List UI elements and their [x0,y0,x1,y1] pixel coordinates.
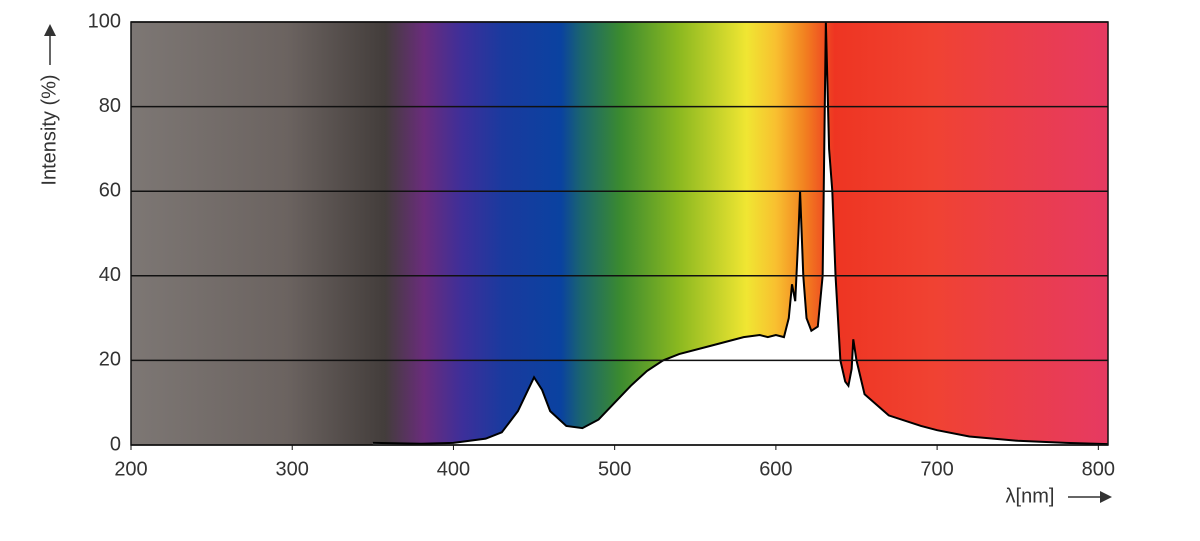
plot [130,21,1109,450]
line [372,21,1109,446]
plot-border [130,21,1109,446]
x-arrowhead [1100,491,1112,503]
x-tick-label: 800 [1082,458,1115,480]
x-tick-label: 600 [759,458,792,480]
x-tick-label: 400 [437,458,470,480]
x-tick-label: 200 [114,458,147,480]
y-tick-label: 0 [110,433,121,455]
spectrum-background [131,22,1108,445]
y-tick-label: 20 [99,349,121,371]
x-tick-label: 300 [276,458,309,480]
y-axis-label: Intensity (%) [38,74,60,185]
x-tick-label: 500 [598,458,631,480]
x-axis-label: λ[nm] [1006,485,1055,507]
y-tick-label: 40 [99,264,121,286]
y-tick-label: 80 [99,95,121,117]
y-tick-label: 60 [99,179,121,201]
y-tick-label: 100 [88,10,121,32]
x-tick-label: 700 [920,458,953,480]
y-arrowhead [44,24,56,36]
